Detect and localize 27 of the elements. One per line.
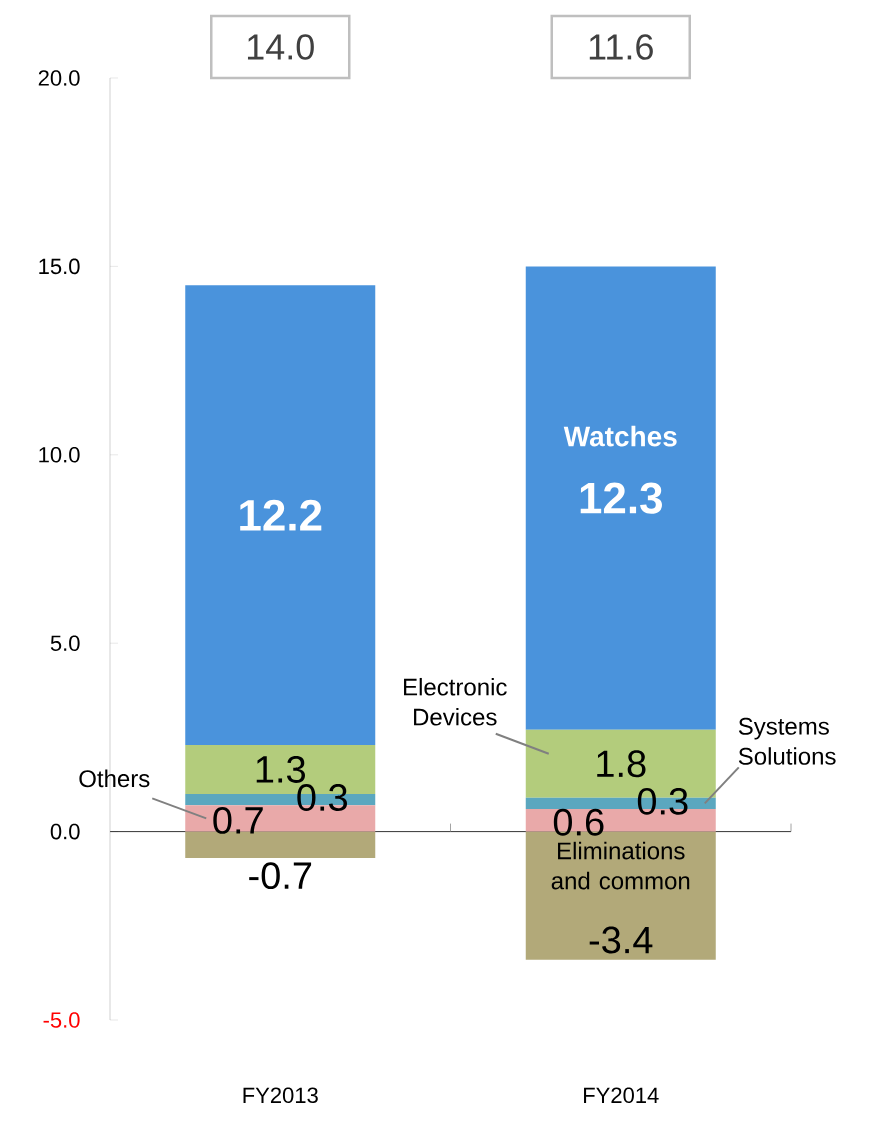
data-label: -3.4	[589, 926, 653, 954]
data-label: 12.2	[240, 499, 322, 531]
data-label: 1.8	[597, 750, 646, 778]
series-label: Electronic Devices	[404, 677, 507, 726]
y-tick-label: 0.0	[50, 823, 80, 840]
data-label: 0.3	[637, 787, 688, 815]
series-label: Eliminations and common	[551, 841, 690, 890]
y-tick-label: 10.0	[39, 447, 80, 463]
data-label: 0.3	[297, 784, 347, 812]
bar	[525, 266, 716, 730]
data-label: 0.6	[553, 808, 604, 836]
y-tick-label: -5.0	[43, 1012, 80, 1028]
y-tick-label: 15.0	[39, 258, 80, 275]
bar	[185, 285, 376, 745]
data-label: 12.3	[580, 482, 662, 514]
series-label: Watches	[563, 425, 677, 447]
series-label: Systems Solutions	[738, 717, 836, 765]
text: 14.0	[247, 34, 314, 60]
y-tick-label: 5.0	[50, 635, 80, 651]
data-label: 1.3	[256, 755, 305, 783]
series-label: Others	[79, 769, 150, 788]
text: 11.6	[589, 34, 653, 60]
y-tick-label: 20.0	[38, 70, 80, 86]
data-label: -0.7	[249, 862, 312, 890]
data-label: 0.7	[213, 806, 263, 834]
x-tick-label: FY2014	[584, 1087, 659, 1104]
x-tick-label: FY2013	[243, 1087, 318, 1104]
